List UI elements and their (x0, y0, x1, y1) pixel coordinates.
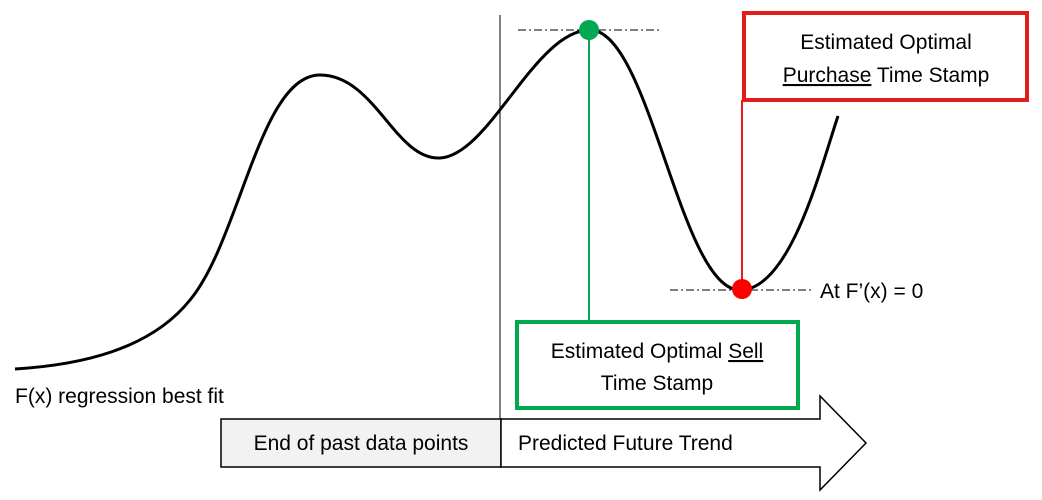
purchase-line2-rest: Time Stamp (871, 64, 989, 87)
sell-line1-prefix: Estimated Optimal (551, 340, 728, 363)
past-data-box (220, 418, 502, 468)
future-trend-label: Predicted Future Trend (518, 432, 733, 455)
max-point (579, 20, 599, 40)
purchase-box (742, 11, 1029, 102)
min-point (732, 279, 752, 299)
sell-word: Sell (728, 340, 763, 363)
purchase-box-line2: Purchase Time Stamp (783, 64, 990, 87)
purchase-word: Purchase (783, 64, 872, 87)
derivative-label: At F’(x) = 0 (820, 280, 923, 303)
regression-curve (14, 28, 840, 371)
future-trend-arrow (500, 394, 868, 492)
sell-box-line2: Time Stamp (601, 372, 713, 395)
purchase-box-line1: Estimated Optimal (800, 31, 972, 54)
sell-box (515, 320, 800, 410)
past-data-label: End of past data points (254, 432, 469, 455)
curve-label: F(x) regression best fit (15, 385, 224, 408)
sell-box-line1: Estimated Optimal Sell (551, 340, 763, 363)
